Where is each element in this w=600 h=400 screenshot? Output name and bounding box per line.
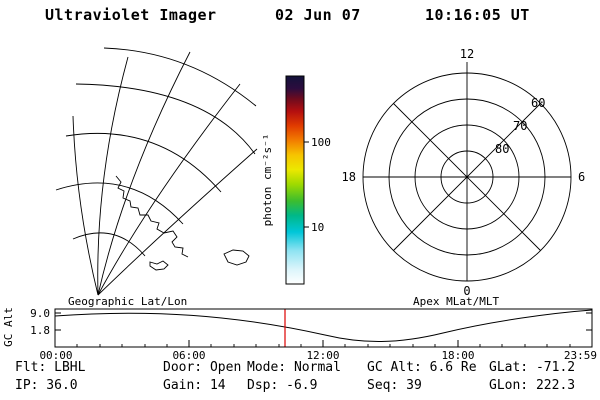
status-ip: IP: 36.0 (15, 378, 78, 393)
map-meridian (97, 56, 129, 296)
status-readout: Flt: LBHL Door: Open Mode: Normal GC Alt… (15, 360, 575, 393)
mlat-label-60: 60 (531, 96, 545, 110)
geographic-map-panel (55, 47, 258, 296)
polar-caption: Apex MLat/MLT (413, 295, 499, 308)
altitude-strip-chart: Geographic Lat/Lon Apex MLat/MLT GC Alt … (2, 295, 597, 362)
map-coastlines (115, 175, 250, 271)
map-meridian (97, 83, 241, 296)
xtick-1800: 18:00 (441, 349, 474, 362)
mlt-label-0: 0 (463, 284, 470, 298)
xtick-0600: 06:00 (172, 349, 205, 362)
status-glon: GLon: 222.3 (489, 378, 575, 393)
mlt-label-12: 12 (460, 47, 474, 61)
map-caption: Geographic Lat/Lon (68, 295, 187, 308)
map-grid (55, 47, 258, 296)
y-ticks (55, 312, 592, 331)
status-dsp: Dsp: -6.9 (247, 378, 317, 393)
status-seq: Seq: 39 (367, 378, 422, 393)
status-glat: GLat: -71.2 (489, 360, 575, 375)
colorbar-gradient (285, 75, 305, 285)
header-time: 10:16:05 UT (425, 6, 530, 24)
mlt-label-18: 18 (342, 170, 356, 184)
x-minor-ticks (76, 344, 571, 347)
coastline (115, 175, 189, 258)
strip-y-axis-label: GC Alt (2, 307, 15, 347)
header-date: 02 Jun 07 (275, 6, 361, 24)
x-major-ticks (54, 340, 593, 347)
xtick-2359: 23:59 (564, 349, 597, 362)
mlat-label-70: 70 (513, 119, 527, 133)
coastline-island (223, 249, 250, 266)
map-parallel (72, 232, 146, 257)
mlat-label-80: 80 (495, 142, 509, 156)
colorbar-axis-label: photon cm⁻²s⁻¹ (261, 134, 274, 227)
altitude-curve (54, 309, 593, 343)
xtick-0000: 00:00 (39, 349, 72, 362)
status-flt: Flt: LBHL (15, 360, 86, 375)
colorbar-tick-label: 100 (311, 136, 331, 149)
page-title: Ultraviolet Imager (45, 6, 217, 24)
status-gc-alt: GC Alt: 6.6 Re (367, 360, 477, 375)
polar-grid-panel: 12 18 6 0 80 70 60 (342, 47, 586, 298)
ytick-9: 9.0 (30, 307, 50, 320)
map-parallel (55, 182, 184, 225)
map-parallel (65, 133, 222, 193)
map-parallel (75, 83, 256, 155)
colorbar-tick-label: 10 (311, 221, 324, 234)
map-meridian (72, 115, 99, 296)
mlt-label-6: 6 (578, 170, 585, 184)
status-gain: Gain: 14 (163, 378, 226, 393)
map-limb-arc (103, 47, 257, 107)
colorbar: 100 10 photon cm⁻²s⁻¹ (261, 75, 331, 285)
header: Ultraviolet Imager 02 Jun 07 10:16:05 UT (45, 6, 530, 24)
xtick-1200: 12:00 (306, 349, 339, 362)
status-door: Door: Open (163, 360, 241, 375)
colorbar-ticks (304, 141, 309, 228)
map-meridian (97, 148, 258, 296)
ytick-1-8: 1.8 (30, 324, 50, 337)
coastline-island (149, 260, 169, 271)
map-meridian (97, 51, 191, 296)
polar-spokes (363, 73, 571, 281)
status-mode: Mode: Normal (247, 360, 341, 375)
